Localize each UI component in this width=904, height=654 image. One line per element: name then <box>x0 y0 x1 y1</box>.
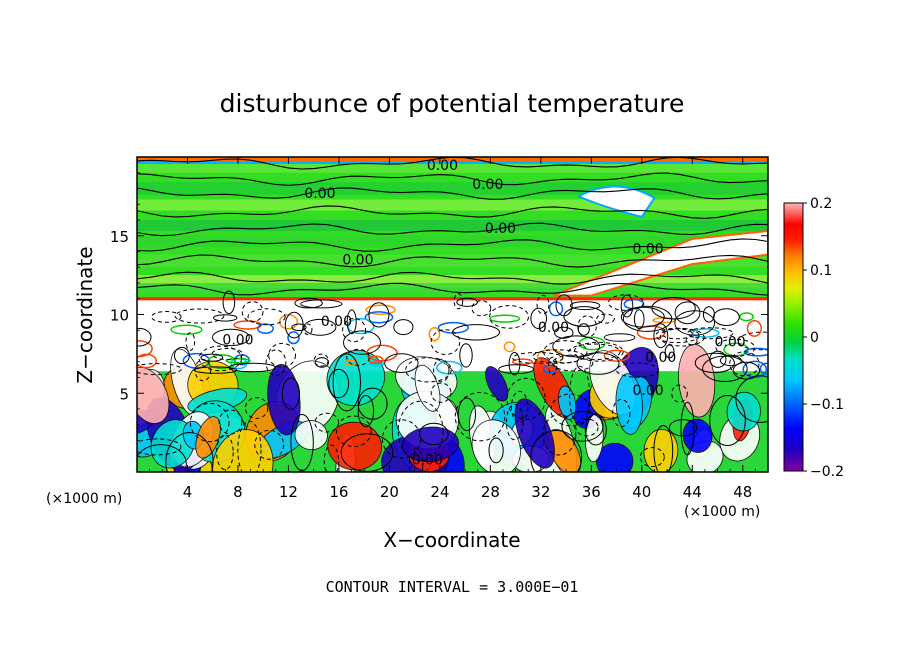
x-tick-label: 16 <box>329 483 348 501</box>
contour-label: 0.00 <box>485 221 516 237</box>
colorbar-ticks: 0.2 0.1 0 −0.1 −0.2 <box>803 196 844 480</box>
x-tick-label: 8 <box>233 483 243 501</box>
colorbar-tick-label: −0.2 <box>810 464 844 480</box>
x-tick-label: 4 <box>183 483 193 501</box>
y-tick-label: 5 <box>119 385 129 403</box>
colorbar-tick-label: −0.1 <box>810 397 844 413</box>
x-axis-label: X−coordinate <box>383 528 520 552</box>
chart-title: disturbunce of potential temperature <box>220 89 685 118</box>
contour-label: 0.00 <box>538 320 569 336</box>
contour-label: 0.00 <box>645 350 676 366</box>
x-tick-label: 20 <box>380 483 399 501</box>
contour-label: 0.00 <box>304 186 335 202</box>
x-tick-label: 48 <box>733 483 752 501</box>
x-tick-label: 32 <box>531 483 550 501</box>
contour-label: 0.00 <box>342 252 373 268</box>
contour-label: 0.00 <box>222 333 253 349</box>
x-tick-label: 28 <box>481 483 500 501</box>
colorbar <box>783 202 804 472</box>
x-tick-label: 24 <box>430 483 449 501</box>
contour-label: 0.00 <box>412 452 443 468</box>
y-tick-label: 10 <box>110 307 129 325</box>
x-axis-unit-left: (×1000 m) <box>46 491 122 507</box>
colorbar-tick-label: 0 <box>810 330 819 346</box>
x-axis-unit-right: (×1000 m) <box>684 504 760 520</box>
x-axis: 4 8 12 16 20 24 28 32 36 40 44 48 <box>149 157 756 501</box>
x-tick-label: 44 <box>683 483 702 501</box>
y-tick-label: 15 <box>110 228 129 246</box>
contour-label: 0.00 <box>633 241 664 257</box>
x-tick-label: 40 <box>632 483 651 501</box>
colorbar-tick-label: 0.1 <box>810 263 832 279</box>
contour-label: 0.00 <box>321 314 352 330</box>
contour-interval-note: CONTOUR INTERVAL = 3.000E−01 <box>326 578 579 596</box>
contour-label: 0.00 <box>633 383 664 399</box>
contour-label: 0.00 <box>427 158 458 174</box>
x-tick-label: 12 <box>279 483 298 501</box>
x-tick-label: 36 <box>582 483 601 501</box>
colorbar-tick-label: 0.2 <box>810 196 832 212</box>
contour-layer: 0.00 0.00 0.00 0.00 0.00 0.00 0.00 0.00 0.00 0.00… <box>137 157 768 472</box>
contour-label: 0.00 <box>472 177 503 193</box>
y-axis: 5 10 15 <box>110 172 768 457</box>
y-axis-label: Z−coordinate <box>73 246 97 383</box>
contour-label: 0.00 <box>715 334 746 350</box>
